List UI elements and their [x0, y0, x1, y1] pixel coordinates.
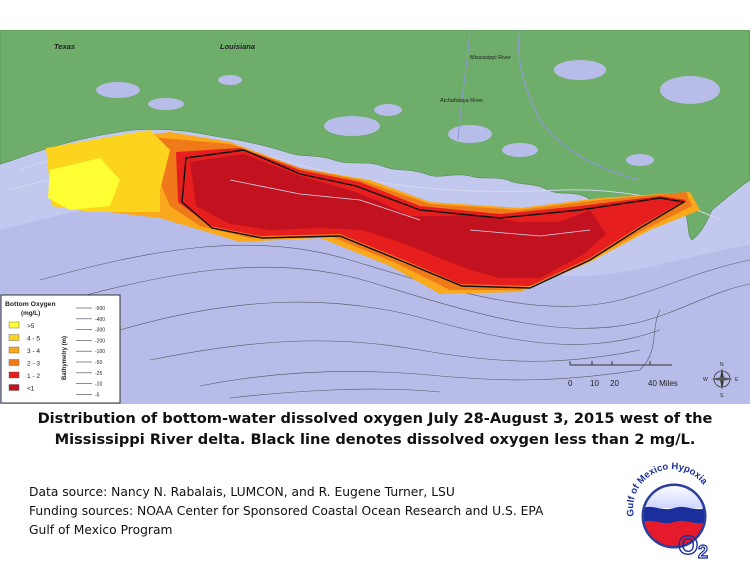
legend-class-label: 1 - 2 [27, 373, 40, 380]
depth-label: -5 [95, 392, 100, 398]
funding-line-1: Funding sources: NOAA Center for Sponsor… [29, 504, 544, 518]
west-label: W [703, 377, 708, 383]
coastal-land [0, 30, 750, 241]
logo-o-mark: O [678, 530, 698, 560]
lake [96, 82, 140, 98]
hypoxia-map: Texas Louisiana Mississippi River Atchaf… [0, 30, 750, 404]
scale-tick-label: 40 Miles [648, 379, 678, 388]
map-caption: Distribution of bottom-water dissolved o… [0, 408, 750, 450]
gulf-hypoxia-logo: Gulf of Mexico Hypoxia O 2 [618, 458, 728, 563]
scale-tick-label: 20 [610, 379, 619, 388]
lake [148, 98, 184, 110]
lake [626, 154, 654, 166]
depth-label: -100 [95, 349, 105, 355]
legend-title: Bottom Oxygen [5, 301, 56, 308]
data-source-line: Data source: Nancy N. Rabalais, LUMCON, … [29, 485, 455, 499]
legend-swatch [8, 359, 20, 366]
map-legend: Bottom Oxygen (mg/L) >5 4 - 5 3 - 4 2 - 3 1 … [0, 294, 121, 404]
mississippi-river-line [518, 30, 641, 181]
depth-label: -400 [95, 317, 105, 323]
lake [218, 75, 242, 85]
legend-class-label: >5 [27, 323, 35, 330]
credits-block: Data source: Nancy N. Rabalais, LUMCON, … [29, 483, 629, 540]
legend-class-label: 2 - 3 [27, 361, 40, 368]
legend-swatch [8, 346, 20, 354]
logo-subscript: 2 [698, 542, 708, 560]
legend-class-label: 4 - 5 [27, 336, 40, 343]
depth-label: -25 [95, 371, 102, 377]
lake [324, 116, 380, 136]
hypoxia-zones [46, 130, 700, 294]
zone-gt5 [48, 158, 120, 210]
lake [554, 60, 606, 80]
scale-tick-label: 10 [590, 379, 599, 388]
bathymetry-contours [39, 244, 750, 399]
south-label: S [720, 393, 724, 399]
legend-class-label: 3 - 4 [27, 348, 40, 355]
scale-bar: 0 10 20 40 Miles [568, 361, 678, 388]
north-arrow-icon: N S E W [703, 362, 739, 399]
legend-swatch [8, 334, 20, 341]
depth-label: -50 [95, 360, 102, 366]
atchafalaya-river-label: Atchafalaya River [440, 98, 483, 104]
depth-label: -300 [95, 328, 105, 334]
bathymetry-title: Bathymetry (m) [62, 336, 68, 380]
scale-tick-label: 0 [568, 379, 573, 388]
depth-label: -200 [95, 338, 105, 344]
north-label: N [720, 362, 724, 368]
legend-swatch [8, 321, 20, 329]
caption-line-1: Distribution of bottom-water dissolved o… [37, 410, 713, 427]
depth-label: -10 [95, 382, 102, 388]
texas-label: Texas [54, 42, 75, 51]
lake [374, 104, 402, 116]
caption-line-2: Mississippi River delta. Black line deno… [54, 431, 696, 448]
hypoxia-boundary [181, 149, 687, 289]
lake [448, 125, 492, 143]
lake [660, 76, 720, 104]
atchafalaya-river-line [457, 30, 471, 141]
legend-class-label: <1 [27, 386, 35, 393]
funding-line-2: Gulf of Mexico Program [29, 523, 173, 537]
legend-units: (mg/L) [21, 310, 40, 317]
depth-label: -500 [95, 306, 105, 312]
legend-swatch [8, 384, 20, 391]
east-label: E [735, 377, 739, 383]
zone-lt1 [190, 154, 606, 278]
lake [502, 143, 538, 157]
mississippi-river-label: Mississippi River [470, 55, 511, 61]
louisiana-label: Louisiana [220, 42, 255, 51]
legend-swatch [8, 371, 20, 379]
